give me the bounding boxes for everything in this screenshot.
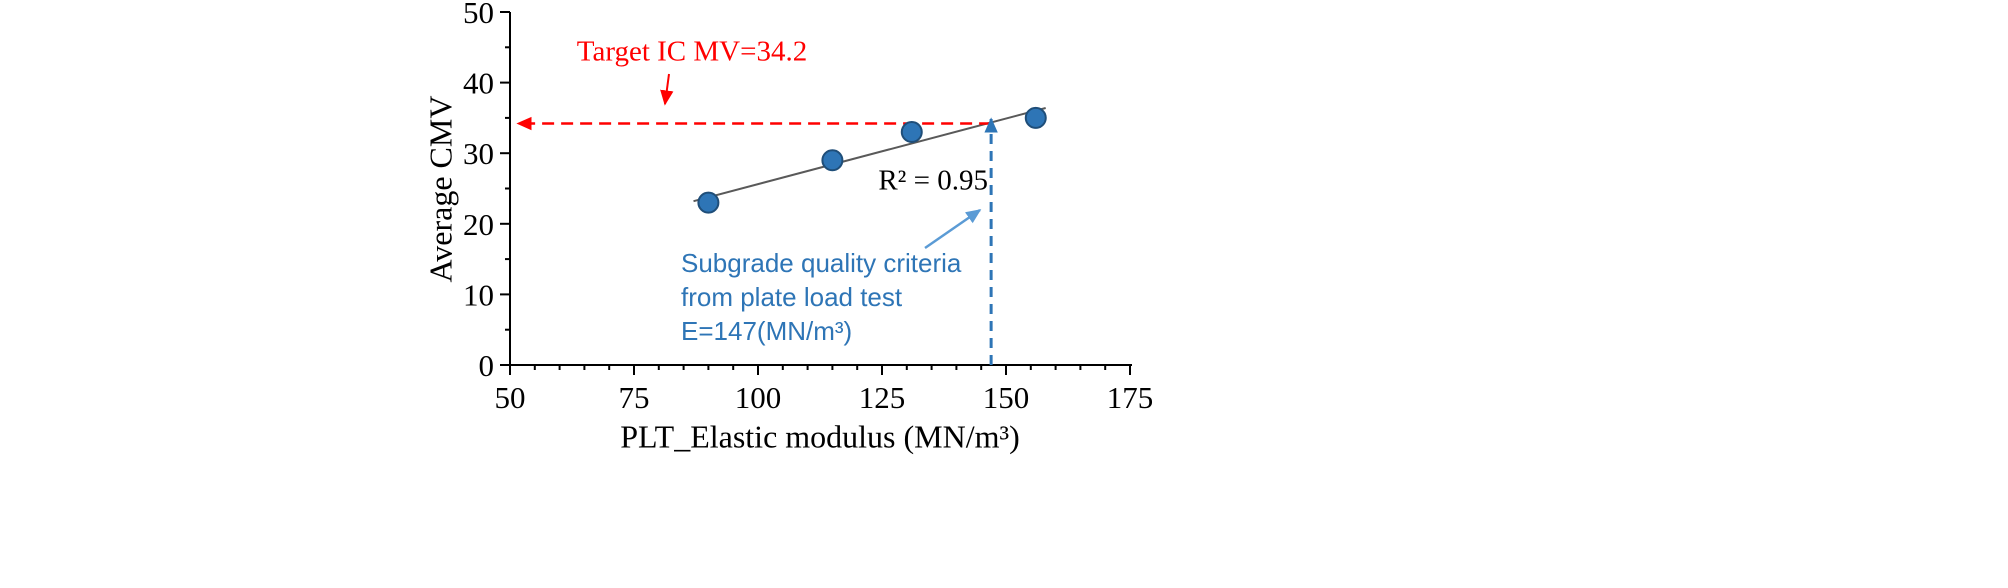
x-axis-title: PLT_Elastic modulus (MN/m³) xyxy=(620,418,1020,455)
y-axis-title: Average CMV xyxy=(422,95,459,283)
y-axis-tick-label: 0 xyxy=(479,348,495,383)
target-annotation-label: Target IC MV=34.2 xyxy=(576,35,808,68)
y-axis-tick-label: 50 xyxy=(463,0,494,30)
x-axis-tick-label: 175 xyxy=(1107,380,1154,415)
x-axis-tick-label: 75 xyxy=(619,380,650,415)
data-point xyxy=(821,149,844,172)
criteria-annotation-text: Subgrade quality criteria from plate loa… xyxy=(681,246,961,348)
data-point xyxy=(1024,106,1047,129)
y-axis-tick-label: 40 xyxy=(463,66,494,101)
x-axis-tick-label: 100 xyxy=(735,380,782,415)
y-axis-tick-label: 30 xyxy=(463,136,494,171)
y-axis-tick-label: 10 xyxy=(463,277,494,312)
x-axis-tick-label: 125 xyxy=(859,380,906,415)
target-label-pointer-arrow xyxy=(660,73,674,106)
r-squared-label: R² = 0.95 xyxy=(878,164,988,197)
x-axis-tick-label: 50 xyxy=(495,380,526,415)
x-axis-tick-label: 150 xyxy=(983,380,1030,415)
data-point xyxy=(900,121,923,144)
criteria-pointer-arrow xyxy=(924,208,982,250)
criteria-annotation-line-1: Subgrade quality criteria xyxy=(681,248,962,278)
y-axis-tick-label: 20 xyxy=(463,207,494,242)
trendline xyxy=(693,107,1046,203)
data-point xyxy=(697,191,720,214)
criteria-annotation-line-3: E=147(MN/m³) xyxy=(681,316,853,346)
criteria-annotation-line-2: from plate load test xyxy=(681,282,903,312)
